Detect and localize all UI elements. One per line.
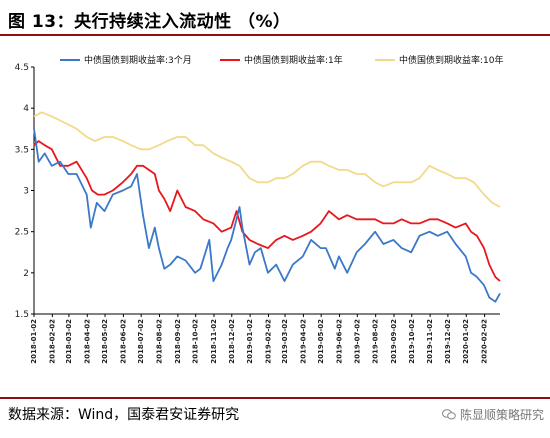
legend-label-1: 中债国债到期收益率:1年 (244, 54, 343, 66)
y-tick-label: 3.5 (15, 145, 29, 155)
x-tick-label: 2018-09-02 (174, 319, 182, 364)
y-tick-label: 1.5 (15, 310, 29, 320)
y-tick-label: 2 (23, 269, 29, 279)
figure-title: 图 13：央行持续注入流动性 （%） (8, 12, 291, 32)
x-tick-label: 2018-11-02 (210, 319, 218, 364)
x-tick-label: 2020-02-02 (481, 319, 489, 364)
y-tick-label: 4 (23, 104, 29, 114)
x-tick-label: 2018-07-02 (137, 319, 145, 364)
y-tick-label: 2.5 (15, 228, 29, 238)
x-tick-label: 2019-01-02 (246, 319, 254, 364)
x-tick-label: 2019-06-02 (336, 319, 344, 364)
y-tick-label: 4.5 (15, 63, 29, 73)
bottom-rule (0, 397, 550, 399)
x-tick-label: 2018-05-02 (101, 319, 109, 364)
x-tick-label: 2019-02-02 (264, 319, 272, 364)
source-note: 数据来源：Wind，国泰君安证券研究 (8, 407, 240, 423)
x-tick-label: 2019-10-02 (408, 319, 416, 364)
x-tick-label: 2018-04-02 (83, 319, 91, 364)
x-tick-label: 2020-01-02 (462, 319, 470, 364)
watermark: 陈显顺策略研究 (441, 406, 544, 423)
x-tick-label: 2019-08-02 (372, 319, 380, 364)
x-tick-label: 2018-01-02 (30, 319, 38, 364)
wechat-icon (441, 409, 456, 420)
watermark-text: 陈显顺策略研究 (459, 408, 544, 422)
x-tick-label: 2019-03-02 (281, 319, 289, 364)
x-tick-label: 2018-02-02 (48, 319, 56, 364)
x-tick-label: 2019-09-02 (390, 319, 398, 364)
x-tick-label: 2019-07-02 (353, 319, 361, 364)
series-line-1 (33, 140, 501, 282)
axes: 1.5 2 2.5 3 3.5 4 4.5 2018-01-02 2018-02-02 2018-… (15, 63, 500, 364)
line-chart: 中债国债到期收益率:3个月 中债国债到期收益率:1年 中债国债到期收益率:10年 1… (15, 54, 504, 364)
legend-label-0: 中债国债到期收益率:3个月 (84, 54, 192, 66)
series-line-0 (33, 128, 501, 303)
top-rule (0, 34, 550, 36)
x-tick-label: 2019-12-02 (444, 319, 452, 364)
x-tick-label: 2019-05-02 (317, 319, 325, 364)
x-tick-label: 2018-06-02 (119, 319, 127, 364)
series-line-2 (33, 111, 501, 208)
y-tick-label: 3 (23, 187, 29, 197)
x-tick-label: 2019-11-02 (426, 319, 434, 364)
series-layer (33, 111, 501, 303)
x-tick-label: 2018-03-02 (65, 319, 73, 364)
x-tick-label: 2018-08-02 (156, 319, 164, 364)
legend-label-2: 中债国债到期收益率:10年 (399, 54, 504, 66)
legend: 中债国债到期收益率:3个月 中债国债到期收益率:1年 中债国债到期收益率:10年 (60, 54, 504, 66)
x-tick-label: 2018-10-02 (192, 319, 200, 364)
x-tick-label: 2018-12-02 (228, 319, 236, 364)
x-tick-label: 2019-04-02 (299, 319, 307, 364)
